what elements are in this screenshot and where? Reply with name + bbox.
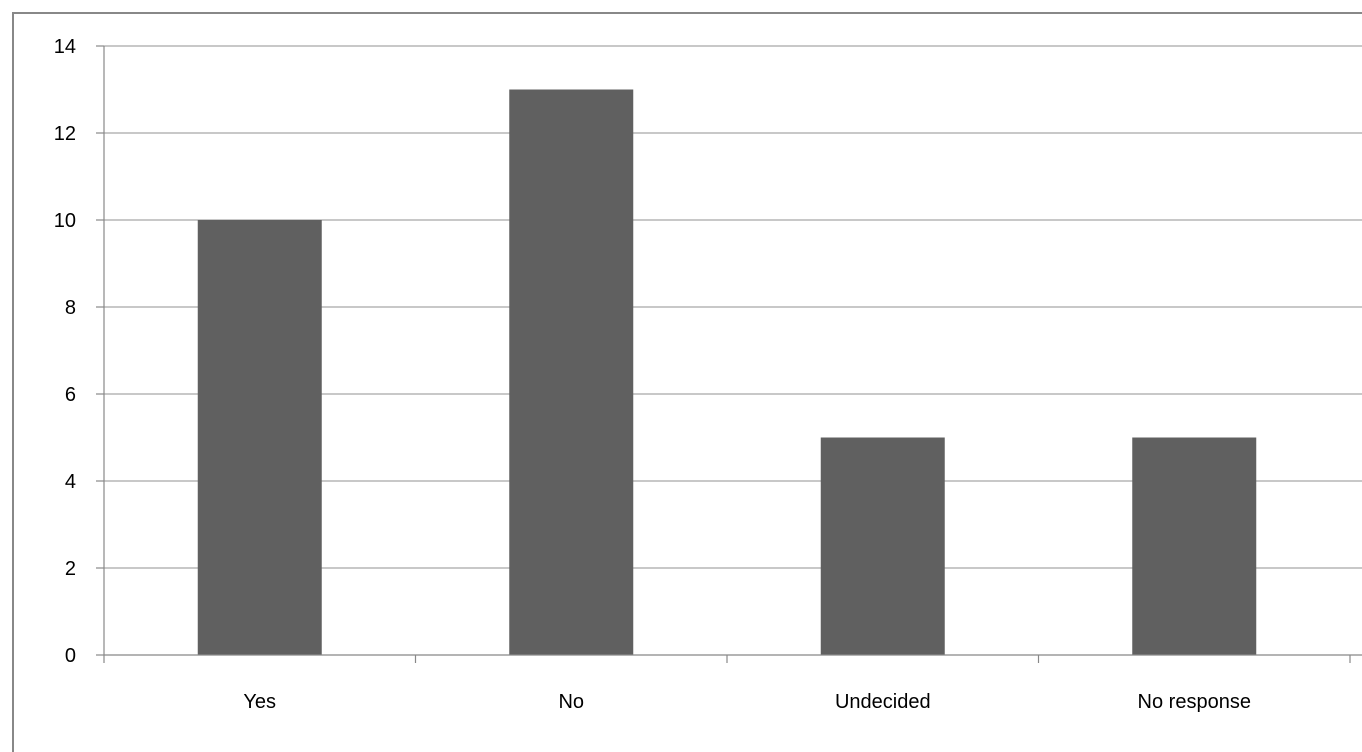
y-tick-label-6: 6 bbox=[65, 384, 76, 406]
y-tick-label-8: 8 bbox=[65, 297, 76, 319]
x-tick-label-no-response: No response bbox=[1138, 691, 1251, 713]
bar-yes bbox=[197, 220, 322, 655]
x-axis-tick-labels: Yes No Undecided No response bbox=[243, 691, 1251, 713]
y-tick-label-10: 10 bbox=[54, 210, 76, 232]
y-tick-label-0: 0 bbox=[65, 645, 76, 667]
axes bbox=[103, 46, 1362, 663]
bar-no-response bbox=[1132, 437, 1257, 655]
bar-undecided bbox=[820, 437, 945, 655]
y-tick-label-4: 4 bbox=[65, 471, 76, 493]
chart-frame bbox=[12, 12, 1362, 752]
bars bbox=[197, 89, 1257, 655]
bar-no bbox=[509, 89, 634, 655]
y-tick-label-14: 14 bbox=[54, 36, 76, 58]
x-tick-label-undecided: Undecided bbox=[835, 691, 931, 713]
y-tick-label-2: 2 bbox=[65, 558, 76, 580]
y-axis-tick-labels: 0 2 4 6 8 10 12 14 bbox=[54, 36, 76, 667]
x-tick-label-yes: Yes bbox=[243, 691, 276, 713]
x-tick-label-no: No bbox=[558, 691, 584, 713]
y-tick-label-12: 12 bbox=[54, 123, 76, 145]
